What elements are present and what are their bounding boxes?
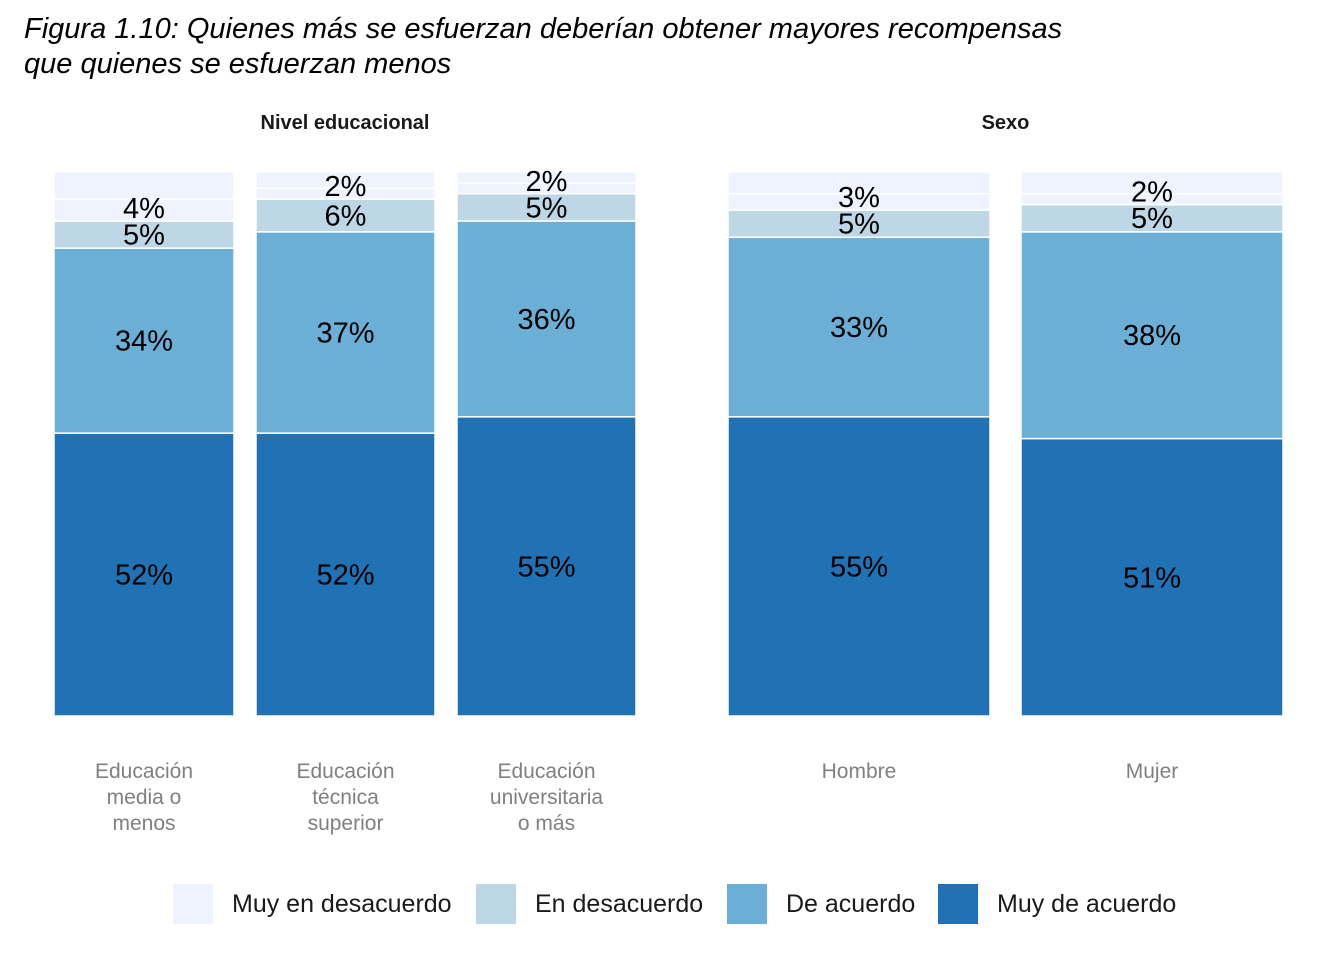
category-label-line: Hombre bbox=[822, 760, 897, 783]
data-label: 36% bbox=[517, 304, 575, 336]
category-label-line: menos bbox=[112, 812, 175, 835]
chart-title-line-2: que quienes se esfuerzan menos bbox=[24, 48, 452, 80]
bar-segment bbox=[1020, 437, 1284, 717]
data-label: 2% bbox=[1131, 177, 1173, 209]
bar-segment bbox=[456, 220, 637, 418]
bar-stack: 51% 38% 5%2% bbox=[1020, 171, 1284, 717]
bar-stack: 55% 33% 5%3% bbox=[727, 171, 991, 717]
data-label: 5% bbox=[123, 220, 165, 252]
data-label: 6% bbox=[325, 201, 367, 233]
bar-segment-remainder bbox=[53, 171, 235, 200]
data-label: 38% bbox=[1123, 320, 1181, 352]
bar-segment bbox=[456, 416, 637, 717]
bar-segment bbox=[1020, 231, 1284, 440]
bar-segment-remainder bbox=[255, 171, 436, 190]
bar-segment bbox=[53, 247, 235, 434]
bar-segment bbox=[255, 231, 436, 434]
data-label: 2% bbox=[325, 171, 367, 203]
bar-segment bbox=[255, 432, 436, 717]
data-label: 5% bbox=[1131, 203, 1173, 235]
category-label: Mujer bbox=[1126, 760, 1179, 783]
bar-segment-remainder bbox=[727, 171, 991, 195]
data-label: 52% bbox=[316, 560, 374, 592]
data-label: 33% bbox=[830, 312, 888, 344]
facet-strip-label: Nivel educacional bbox=[261, 112, 430, 134]
legend-swatch bbox=[938, 884, 978, 924]
category-label-line: Educación bbox=[296, 760, 394, 783]
bar-segment-remainder bbox=[456, 171, 637, 184]
category-label-line: Mujer bbox=[1126, 760, 1179, 783]
data-label: 2% bbox=[526, 166, 568, 198]
data-label: 51% bbox=[1123, 562, 1181, 594]
category-label: Educación universitaria o más bbox=[490, 760, 604, 835]
legend-label: De acuerdo bbox=[786, 890, 916, 918]
bar-segment bbox=[53, 432, 235, 717]
data-label: 4% bbox=[123, 193, 165, 225]
data-label: 37% bbox=[316, 317, 374, 349]
legend: Muy en desacuerdo En desacuerdo De acuerdo… bbox=[0, 882, 1344, 926]
category-label-line: técnica bbox=[312, 786, 379, 809]
category-label-line: superior bbox=[308, 812, 384, 835]
data-label: 52% bbox=[115, 560, 173, 592]
legend-label: En desacuerdo bbox=[535, 890, 704, 918]
bar-stack: 55% 36% 5%2% bbox=[456, 166, 637, 717]
category-label-line: universitaria bbox=[490, 786, 604, 809]
chart-title-line-1: Figura 1.10: Quienes más se esfuerzan de… bbox=[24, 13, 1063, 45]
legend-swatch bbox=[173, 884, 213, 924]
bar-stack: 52% 37% 6%2% bbox=[255, 171, 436, 717]
category-label-line: Educación bbox=[95, 760, 193, 783]
data-label: 5% bbox=[838, 209, 880, 241]
data-label: 34% bbox=[115, 326, 173, 358]
bar-segment bbox=[255, 198, 436, 233]
legend-swatch bbox=[727, 884, 767, 924]
legend-label: Muy en desacuerdo bbox=[232, 890, 452, 918]
category-label: Educación media o menos bbox=[95, 760, 193, 835]
category-label-line: Educación bbox=[497, 760, 595, 783]
bar-segment-remainder bbox=[1020, 171, 1284, 195]
data-label: 3% bbox=[838, 182, 880, 214]
bar-segment bbox=[727, 209, 991, 239]
bar-segment bbox=[1020, 203, 1284, 233]
bar-stack: 52% 34% 5%4% bbox=[53, 171, 235, 717]
chart-title: Figura 1.10: Quienes más se esfuerzan de… bbox=[24, 12, 1062, 82]
legend-swatch bbox=[476, 884, 516, 924]
bar-segment bbox=[456, 193, 637, 222]
data-label: 55% bbox=[517, 551, 575, 583]
category-label: Hombre bbox=[822, 760, 897, 783]
category-label-line: o más bbox=[518, 812, 575, 835]
legend-label: Muy de acuerdo bbox=[997, 890, 1177, 918]
data-label: 5% bbox=[526, 192, 568, 224]
category-label: Educación técnica superior bbox=[296, 760, 394, 835]
facet-strip-label: Sexo bbox=[982, 112, 1030, 134]
data-label: 55% bbox=[830, 551, 888, 583]
category-label-line: media o bbox=[107, 786, 182, 809]
bar-segment bbox=[53, 220, 235, 249]
